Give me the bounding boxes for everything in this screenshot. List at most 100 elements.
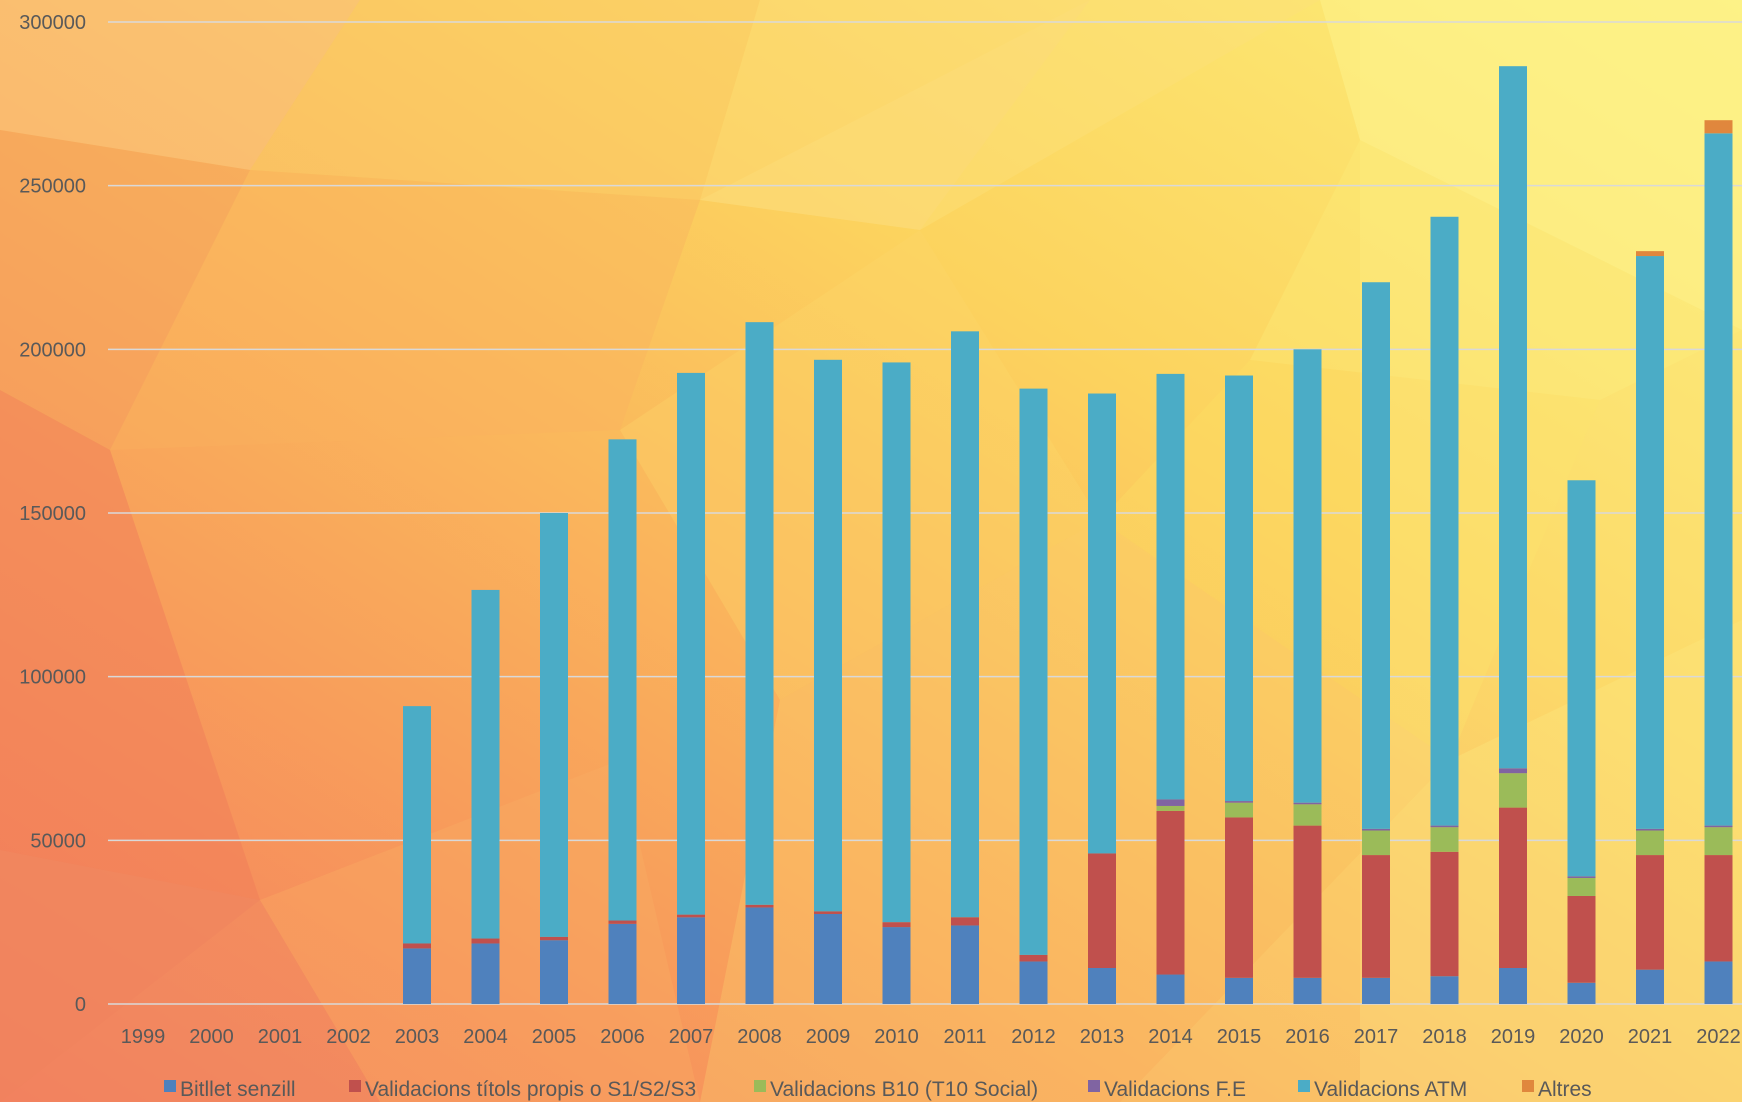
bar-segment: [1636, 830, 1664, 856]
bar-segment: [403, 948, 431, 1004]
legend-swatch: [1522, 1080, 1534, 1092]
bar-segment: [540, 936, 568, 941]
bar-segment: [1430, 976, 1459, 1004]
bar-segment: [745, 904, 774, 908]
x-tick-label: 2011: [943, 1026, 986, 1048]
x-tick-label: 2002: [326, 1026, 371, 1048]
legend-label: Bitllet senzill: [180, 1078, 296, 1101]
bar-segment: [677, 914, 705, 918]
bar-segment: [1362, 828, 1390, 831]
x-tick-label: 2020: [1559, 1026, 1604, 1048]
bar-segment: [1362, 830, 1390, 856]
bar-segment: [1430, 825, 1459, 828]
bar-segment: [1156, 373, 1185, 800]
bar-segment: [1636, 855, 1664, 970]
legend-swatch: [349, 1080, 361, 1092]
bar-segment: [1225, 977, 1253, 1004]
bar-segment: [1088, 393, 1116, 854]
x-axis-ticks: 1999 2000 2001 2002 2003 2004 2005 2006 2007 2008…: [121, 1026, 1741, 1048]
x-tick-label: 2007: [669, 1026, 714, 1048]
bar-segment: [608, 920, 637, 924]
bar-segment: [1156, 810, 1185, 975]
bar-segment: [1567, 877, 1596, 896]
bar-segment: [745, 907, 774, 1004]
bar-segment: [1567, 895, 1596, 983]
x-tick-label: 2004: [463, 1026, 508, 1048]
x-tick-label: 2016: [1285, 1026, 1330, 1048]
bar-segment: [1430, 851, 1459, 977]
bar-segment: [1225, 375, 1253, 802]
bar-segment: [1567, 480, 1596, 877]
bar-segment: [1499, 807, 1527, 968]
bar-segment: [1156, 805, 1185, 811]
bar-segment: [814, 913, 842, 1004]
bar-segment: [1636, 969, 1664, 1004]
legend: Bitllet senzill Validacions títols propis…: [164, 1078, 1592, 1101]
x-tick-label: 2001: [258, 1026, 303, 1048]
bar-segment: [1636, 251, 1664, 257]
bar-segment: [1704, 827, 1733, 856]
y-tick-label: 200000: [19, 339, 86, 361]
bar-segment: [1499, 66, 1527, 769]
y-tick-label: 150000: [19, 503, 86, 525]
bar-segment: [471, 943, 500, 1004]
x-tick-label: 2009: [806, 1026, 851, 1048]
bar-segment: [1156, 974, 1185, 1004]
bar-segment: [1362, 855, 1390, 978]
legend-swatch: [164, 1080, 176, 1092]
bar-segment: [1430, 216, 1459, 826]
bar-segment: [1430, 827, 1459, 852]
y-tick-label: 100000: [19, 667, 86, 689]
bar-segment: [1088, 967, 1116, 1004]
bar-segment: [1293, 349, 1322, 803]
bar-segment: [1636, 256, 1664, 829]
x-tick-label: 1999: [121, 1026, 166, 1048]
y-tick-label: 0: [75, 994, 86, 1016]
bar-segment: [1636, 828, 1664, 831]
bar-segment: [403, 706, 431, 944]
bar-segment: [1362, 977, 1390, 1004]
x-tick-label: 2013: [1080, 1026, 1125, 1048]
bar-segment: [1704, 825, 1733, 828]
bar-segment: [882, 927, 911, 1004]
bar-segment: [471, 938, 500, 944]
x-tick-label: 2015: [1217, 1026, 1262, 1048]
y-tick-label: 300000: [19, 12, 86, 34]
gridlines: [108, 21, 1742, 1005]
x-tick-label: 2000: [189, 1026, 234, 1048]
bar-segment: [1225, 802, 1253, 818]
x-tick-label: 2003: [395, 1026, 440, 1048]
bar-segment: [1019, 961, 1048, 1004]
legend-item: Validacions títols propis o S1/S2/S3: [349, 1078, 696, 1101]
x-tick-label: 2005: [532, 1026, 577, 1048]
bar-segment: [1704, 120, 1733, 134]
legend-item: Validacions ATM: [1298, 1078, 1467, 1101]
bar-segment: [1704, 133, 1733, 826]
bar-segment: [1499, 768, 1527, 774]
bar-segment: [1293, 977, 1322, 1004]
bar-segment: [1499, 967, 1527, 1004]
bar-segment: [608, 923, 637, 1004]
bar-segment: [882, 922, 911, 928]
bar-segment: [814, 359, 842, 912]
bar-segment: [403, 943, 431, 949]
bar-segment: [471, 589, 500, 939]
bar-segment: [1499, 773, 1527, 808]
x-tick-label: 2022: [1696, 1026, 1741, 1048]
legend-label: Validacions B10 (T10 Social): [770, 1078, 1038, 1101]
bar-segment: [1704, 961, 1733, 1004]
bar-segment: [1567, 876, 1596, 878]
x-tick-label: 2014: [1148, 1026, 1193, 1048]
legend-swatch: [1298, 1080, 1310, 1092]
bar-segment: [540, 513, 568, 937]
x-tick-label: 2017: [1354, 1026, 1399, 1048]
bar-segment: [814, 911, 842, 914]
bar-segment: [1567, 982, 1596, 1004]
y-tick-label: 250000: [19, 176, 86, 198]
legend-swatch: [1088, 1080, 1100, 1092]
x-tick-label: 2008: [737, 1026, 782, 1048]
x-tick-label: 2006: [600, 1026, 645, 1048]
bar-segment: [677, 917, 705, 1004]
